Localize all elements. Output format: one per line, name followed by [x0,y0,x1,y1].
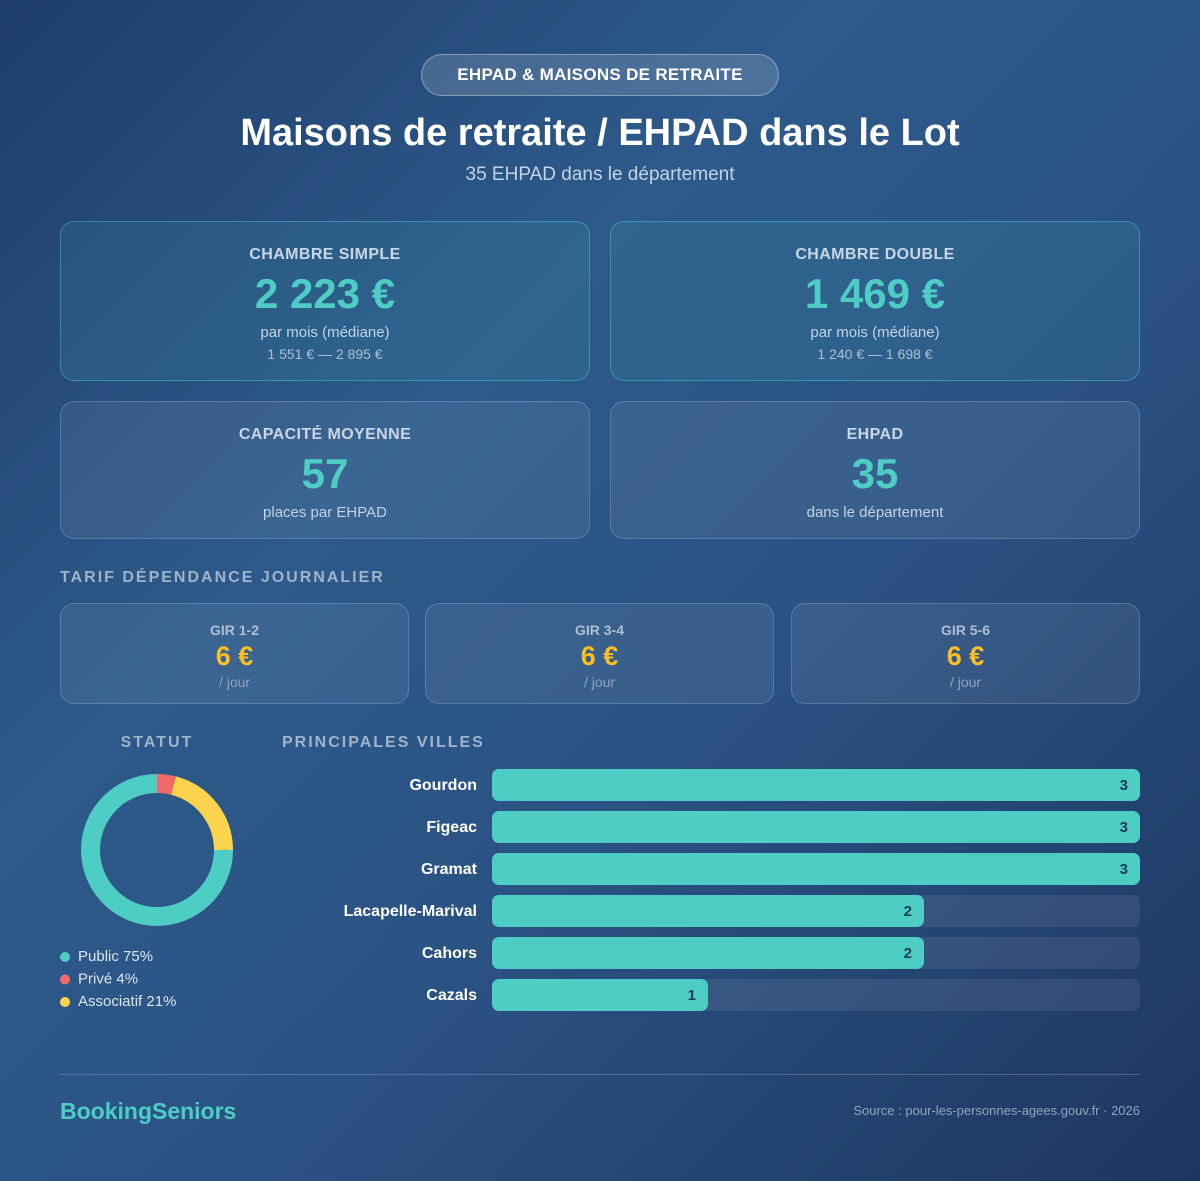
title: Maisons de retraite / EHPAD dans le Lot [240,112,960,154]
tarif-card: GIR 1-2 6 € / jour [60,603,409,704]
legend-entry: Privé 4% [78,970,138,987]
bar-value: 1 [688,987,696,1004]
tarif-unit: / jour [949,674,982,690]
bar-label: Cahors [422,945,477,962]
card-label: CHAMBRE DOUBLE [795,246,955,263]
tarif-card: GIR 3-4 6 € / jour [425,603,774,704]
tarif-value: 6 € [580,641,619,671]
divider [60,1074,1140,1075]
card-value: 2 223 € [254,270,396,317]
charts: STATUT Public 75% Privé 4% Associatif 21% PR… [60,734,1140,1011]
card-range: 1 551 € — 2 895 € [267,346,383,362]
legend-value: 21% [146,993,176,1010]
bar-label: Gourdon [409,777,477,794]
legend-value: 75% [123,948,153,965]
chart-title: STATUT [121,734,194,751]
bar [492,937,924,969]
tarif-unit: / jour [583,674,616,690]
bar-label: Gramat [421,861,478,878]
tarif-label: GIR 3-4 [574,622,624,638]
tarif-unit: / jour [218,674,251,690]
section-title: TARIF DÉPENDANCE JOURNALIER [60,569,385,586]
card-note: par mois (médiane) [810,324,940,341]
card-label: CAPACITÉ MOYENNE [238,426,412,443]
bar-value: 2 [904,903,912,920]
subtitle: 35 EHPAD dans le département [465,164,735,185]
card-label: EHPAD [846,426,904,443]
donut-segment [156,774,176,795]
legend-value: 4% [116,970,138,987]
badge: EHPAD & MAISONS DE RETRAITE [421,54,779,96]
card-value: 1 469 € [804,270,946,317]
legend-label: Public [78,948,119,965]
card-label: CHAMBRE SIMPLE [249,246,401,263]
bar-label: Cazals [426,987,477,1004]
donut-segment [81,774,233,926]
brand: BookingSeniors [60,1098,237,1124]
bar-value: 2 [904,945,912,962]
card-note: places par EHPAD [263,504,387,521]
tarif-value: 6 € [946,641,985,671]
donut-segment [170,776,233,851]
bar [492,979,708,1011]
card-note: par mois (médiane) [260,324,390,341]
card-value: 35 [851,450,899,497]
bar [492,769,1140,801]
legend-entry: Public 75% [78,948,153,965]
legend-dot [60,974,70,985]
bar-label: Lacapelle-Marival [344,903,477,920]
legend-dot [60,997,70,1007]
legend-dot [60,952,70,962]
legend-entry: Associatif 21% [78,993,176,1010]
chart-title: PRINCIPALES VILLES [282,734,485,751]
bar [492,895,924,927]
card-note: dans le département [806,504,944,521]
stat-card: EHPAD 35 dans le département [610,401,1140,539]
bar [492,811,1140,843]
legend-label: Associatif [78,993,143,1010]
tarif-label: GIR 1-2 [209,622,259,638]
bar-value: 3 [1120,777,1128,794]
bar-value: 3 [1120,861,1128,878]
source: Source : pour-les-personnes-agees.gouv.f… [853,1103,1140,1118]
tarif-card: GIR 5-6 6 € / jour [791,603,1140,704]
price-card: CHAMBRE DOUBLE 1 469 € par mois (médiane… [610,221,1140,381]
card-value: 57 [301,450,349,497]
tarif-label: GIR 5-6 [940,622,990,638]
legend-label: Privé [78,970,112,987]
card-range: 1 240 € — 1 698 € [817,346,933,362]
stat-card: CAPACITÉ MOYENNE 57 places par EHPAD [60,401,590,539]
bar [492,853,1140,885]
bar-value: 3 [1120,819,1128,836]
bar-label: Figeac [426,819,477,836]
price-card: CHAMBRE SIMPLE 2 223 € par mois (médiane… [60,221,590,381]
tarif-value: 6 € [215,641,254,671]
